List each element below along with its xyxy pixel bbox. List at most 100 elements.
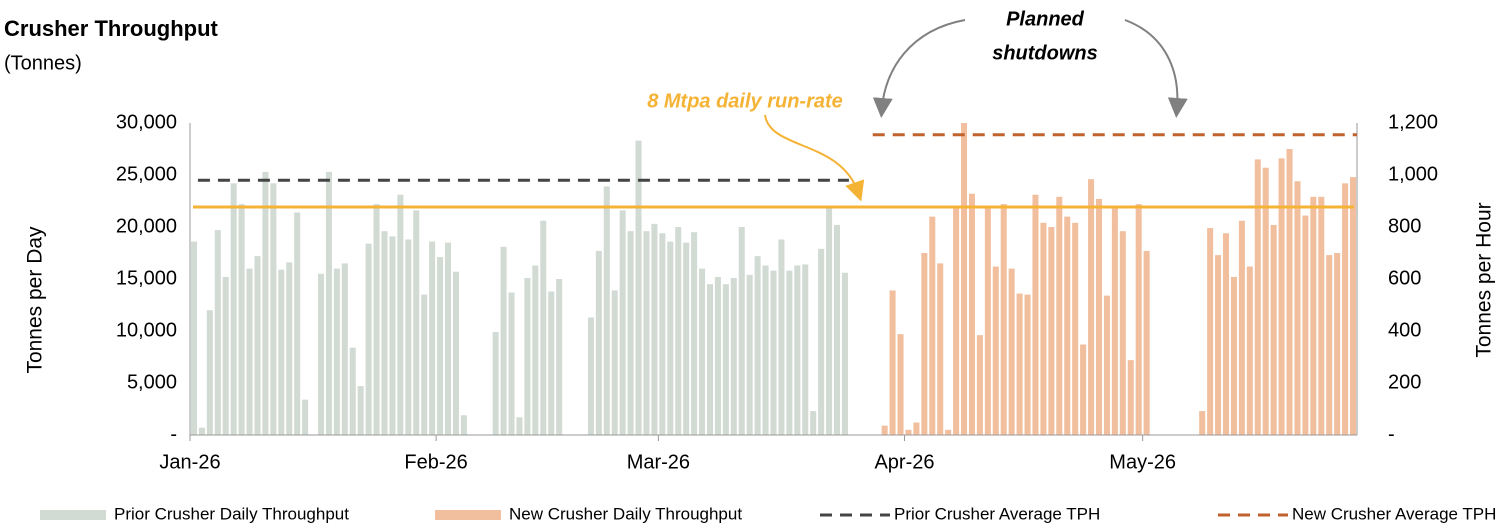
bar	[405, 239, 412, 435]
bar	[198, 427, 205, 435]
chart-title: Crusher Throughput	[4, 16, 219, 41]
bar	[651, 223, 658, 435]
bar	[945, 429, 952, 435]
bar	[1238, 220, 1245, 435]
bar	[976, 335, 983, 435]
bar	[1000, 204, 1007, 435]
bar	[1302, 215, 1309, 435]
bar	[699, 268, 706, 435]
bar	[961, 123, 968, 435]
bar	[1310, 196, 1317, 435]
bar	[1215, 255, 1222, 435]
y2-tick-label: 1,000	[1388, 163, 1438, 185]
bar	[1286, 149, 1293, 435]
bar	[921, 253, 928, 435]
bar	[1294, 181, 1301, 435]
y2-tick-label: 800	[1388, 215, 1421, 237]
bar	[937, 263, 944, 435]
bar	[500, 246, 507, 435]
bar	[492, 332, 499, 435]
legend: Prior Crusher Daily Throughput New Crushe…	[40, 504, 1496, 523]
bar	[444, 242, 452, 435]
y2-tick-label: 400	[1388, 319, 1421, 341]
bar	[1143, 250, 1150, 435]
y-tick-label: 20,000	[116, 215, 177, 237]
bar	[397, 194, 404, 435]
bar	[746, 274, 753, 435]
bar	[802, 264, 809, 435]
bar	[1064, 216, 1071, 435]
x-tick-label: Mar-26	[627, 451, 690, 473]
bar	[762, 265, 769, 435]
annotation: shutdowns	[992, 42, 1098, 64]
y-tick-label: 5,000	[127, 371, 177, 393]
bar	[675, 227, 682, 435]
legend-label: New Crusher Daily Throughput	[509, 504, 742, 523]
bar	[627, 231, 634, 435]
bar	[460, 415, 467, 435]
bar	[619, 210, 626, 435]
bar	[1024, 294, 1031, 435]
bar	[1072, 222, 1079, 435]
x-tick-label: May-26	[1109, 451, 1176, 473]
bar	[230, 183, 237, 435]
bar	[1127, 360, 1134, 435]
y2-tick-label: 1,200	[1388, 111, 1438, 133]
bar	[524, 277, 531, 435]
bar	[826, 207, 833, 435]
bar	[738, 227, 745, 435]
bar	[1008, 268, 1015, 435]
bar	[905, 429, 912, 435]
bar	[222, 276, 229, 435]
bar	[373, 204, 380, 435]
bar	[357, 386, 364, 435]
bar	[770, 270, 777, 435]
bar	[556, 279, 563, 435]
y2-tick-label: 200	[1388, 371, 1421, 393]
bar	[1230, 276, 1237, 435]
bar	[1246, 266, 1253, 435]
bar	[683, 242, 690, 435]
y2-tick-label: 600	[1388, 267, 1421, 289]
bar	[254, 256, 261, 435]
bar	[548, 291, 555, 435]
bar	[278, 269, 285, 435]
bar	[881, 425, 888, 435]
bar	[786, 270, 793, 435]
bar	[714, 276, 721, 435]
bar	[953, 208, 960, 435]
bar	[1040, 222, 1047, 435]
y2-axis-label: Tonnes per Hour	[1473, 202, 1496, 357]
bar	[1056, 196, 1063, 435]
bar	[1326, 255, 1333, 435]
bar	[429, 241, 436, 435]
bar	[691, 232, 698, 435]
annotation-arrow	[872, 19, 966, 118]
bar	[611, 290, 618, 435]
bar	[532, 265, 539, 435]
bar	[595, 250, 602, 435]
annotation: Planned	[1006, 8, 1085, 30]
bar	[992, 266, 999, 435]
bar	[841, 272, 848, 435]
bar	[754, 256, 761, 435]
chart-subtitle: (Tonnes)	[4, 52, 82, 74]
y-tick-label: 25,000	[116, 163, 177, 185]
bar	[1111, 207, 1118, 435]
bar	[1135, 204, 1142, 435]
bar	[1278, 158, 1285, 436]
y2-tick-label: -	[1388, 423, 1395, 445]
legend-label: Prior Crusher Average TPH	[894, 504, 1100, 523]
legend-label: New Crusher Average TPH	[1292, 504, 1496, 523]
bar	[706, 284, 714, 435]
bar	[1270, 224, 1277, 435]
bar	[294, 212, 301, 435]
bar	[508, 292, 515, 435]
bar	[413, 210, 420, 435]
bar	[190, 241, 197, 435]
bar	[667, 241, 674, 435]
bar	[1088, 179, 1095, 435]
bar	[1016, 293, 1023, 435]
legend-swatch	[435, 510, 501, 520]
